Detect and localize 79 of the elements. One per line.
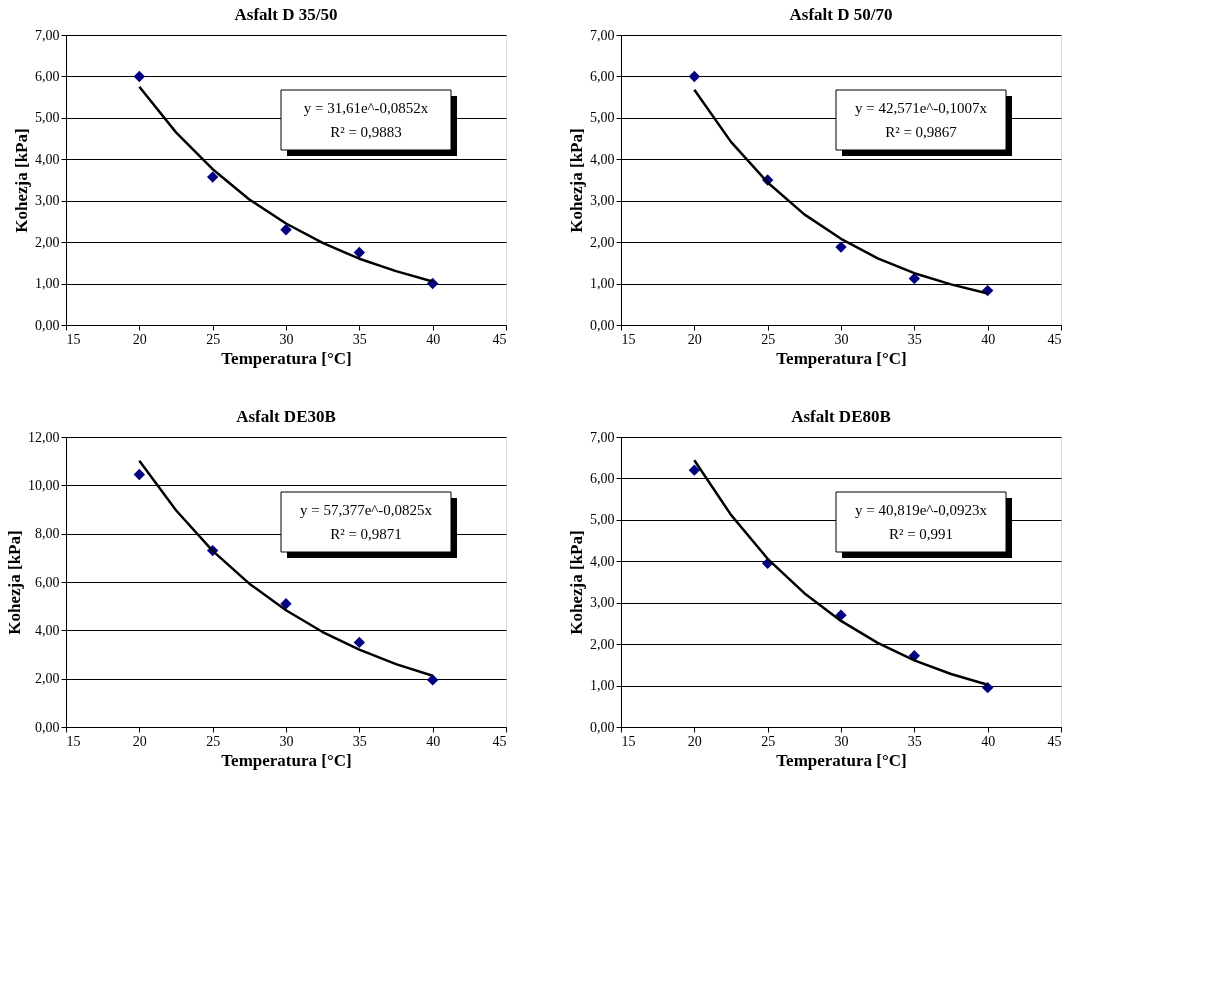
- y-tick-label: 4,00: [590, 553, 615, 569]
- annotation: R² = 0,991: [888, 526, 954, 542]
- y-tick-label: 7,00: [590, 27, 615, 43]
- x-axis-title: Temperatura [°C]: [221, 348, 352, 368]
- x-tick-label: 30: [834, 331, 849, 347]
- x-tick-label: 30: [279, 733, 294, 749]
- y-tick-label: 0,00: [35, 719, 60, 735]
- y-tick-label: 5,00: [35, 110, 60, 126]
- y-tick-label: 6,00: [35, 574, 60, 590]
- x-tick-label: 20: [687, 733, 702, 749]
- x-tick-label: 40: [426, 331, 441, 347]
- x-tick-label: 20: [687, 331, 702, 347]
- y-tick-label: 1,00: [590, 678, 615, 694]
- y-axis-title: Kohezja [kPa]: [567, 128, 586, 233]
- y-axis-title: Kohezja [kPa]: [567, 530, 586, 635]
- chart-title: Asfalt D 50/70: [789, 5, 893, 24]
- x-tick-label: 45: [492, 733, 507, 749]
- x-tick-label: 25: [206, 331, 221, 347]
- y-tick-label: 3,00: [590, 193, 615, 209]
- y-tick-label: 8,00: [35, 526, 60, 542]
- y-tick-label: 6,00: [590, 470, 615, 486]
- y-tick-label: 6,00: [35, 68, 60, 84]
- x-tick-label: 45: [492, 331, 507, 347]
- y-tick-label: 2,00: [35, 671, 60, 687]
- x-tick-label: 15: [66, 331, 81, 347]
- x-tick-label: 45: [1047, 331, 1062, 347]
- y-tick-label: 5,00: [590, 110, 615, 126]
- y-tick-label: 12,00: [28, 429, 60, 445]
- chart-title: Asfalt DE30B: [236, 407, 336, 426]
- y-tick-label: 0,00: [590, 719, 615, 735]
- x-tick-label: 25: [761, 733, 776, 749]
- x-tick-label: 35: [907, 733, 922, 749]
- x-tick-label: 30: [279, 331, 294, 347]
- y-tick-label: 7,00: [35, 27, 60, 43]
- x-axis-title: Temperatura [°C]: [776, 348, 907, 368]
- x-tick-label: 15: [66, 733, 81, 749]
- x-tick-label: 35: [352, 331, 367, 347]
- y-tick-label: 2,00: [590, 234, 615, 250]
- y-tick-label: 1,00: [35, 276, 60, 292]
- x-tick-label: 45: [1047, 733, 1062, 749]
- y-tick-label: 10,00: [28, 477, 60, 493]
- annotation: R² = 0,9867: [885, 124, 958, 140]
- y-tick-label: 4,00: [35, 151, 60, 167]
- annotation: y = 57,377e^-0,0825x: [299, 502, 433, 518]
- y-axis-title: Kohezja [kPa]: [12, 128, 31, 233]
- chart-title: Asfalt DE80B: [791, 407, 891, 426]
- y-tick-label: 6,00: [590, 68, 615, 84]
- y-tick-label: 4,00: [590, 151, 615, 167]
- annotation: y = 40,819e^-0,0923x: [854, 502, 988, 518]
- annotation: y = 42,571e^-0,1007x: [854, 100, 988, 116]
- y-tick-label: 0,00: [35, 317, 60, 333]
- y-tick-label: 0,00: [590, 317, 615, 333]
- y-tick-label: 1,00: [590, 276, 615, 292]
- annotation: R² = 0,9883: [330, 124, 402, 140]
- x-tick-label: 40: [426, 733, 441, 749]
- x-tick-label: 15: [621, 331, 636, 347]
- x-tick-label: 35: [907, 331, 922, 347]
- x-tick-label: 30: [834, 733, 849, 749]
- annotation: y = 31,61e^-0,0852x: [303, 100, 429, 116]
- x-tick-label: 40: [981, 331, 996, 347]
- chart-title: Asfalt D 35/50: [234, 5, 338, 24]
- y-tick-label: 2,00: [35, 234, 60, 250]
- y-tick-label: 7,00: [590, 429, 615, 445]
- y-tick-label: 4,00: [35, 622, 60, 638]
- x-tick-label: 20: [132, 331, 147, 347]
- x-tick-label: 40: [981, 733, 996, 749]
- x-axis-title: Temperatura [°C]: [776, 750, 907, 770]
- y-axis-title: Kohezja [kPa]: [5, 530, 24, 635]
- y-tick-label: 3,00: [35, 193, 60, 209]
- x-tick-label: 20: [132, 733, 147, 749]
- x-axis-title: Temperatura [°C]: [221, 750, 352, 770]
- x-tick-label: 15: [621, 733, 636, 749]
- x-tick-label: 35: [352, 733, 367, 749]
- annotation: R² = 0,9871: [330, 526, 402, 542]
- x-tick-label: 25: [206, 733, 221, 749]
- y-tick-label: 3,00: [590, 595, 615, 611]
- y-tick-label: 5,00: [590, 512, 615, 528]
- x-tick-label: 25: [761, 331, 776, 347]
- y-tick-label: 2,00: [590, 636, 615, 652]
